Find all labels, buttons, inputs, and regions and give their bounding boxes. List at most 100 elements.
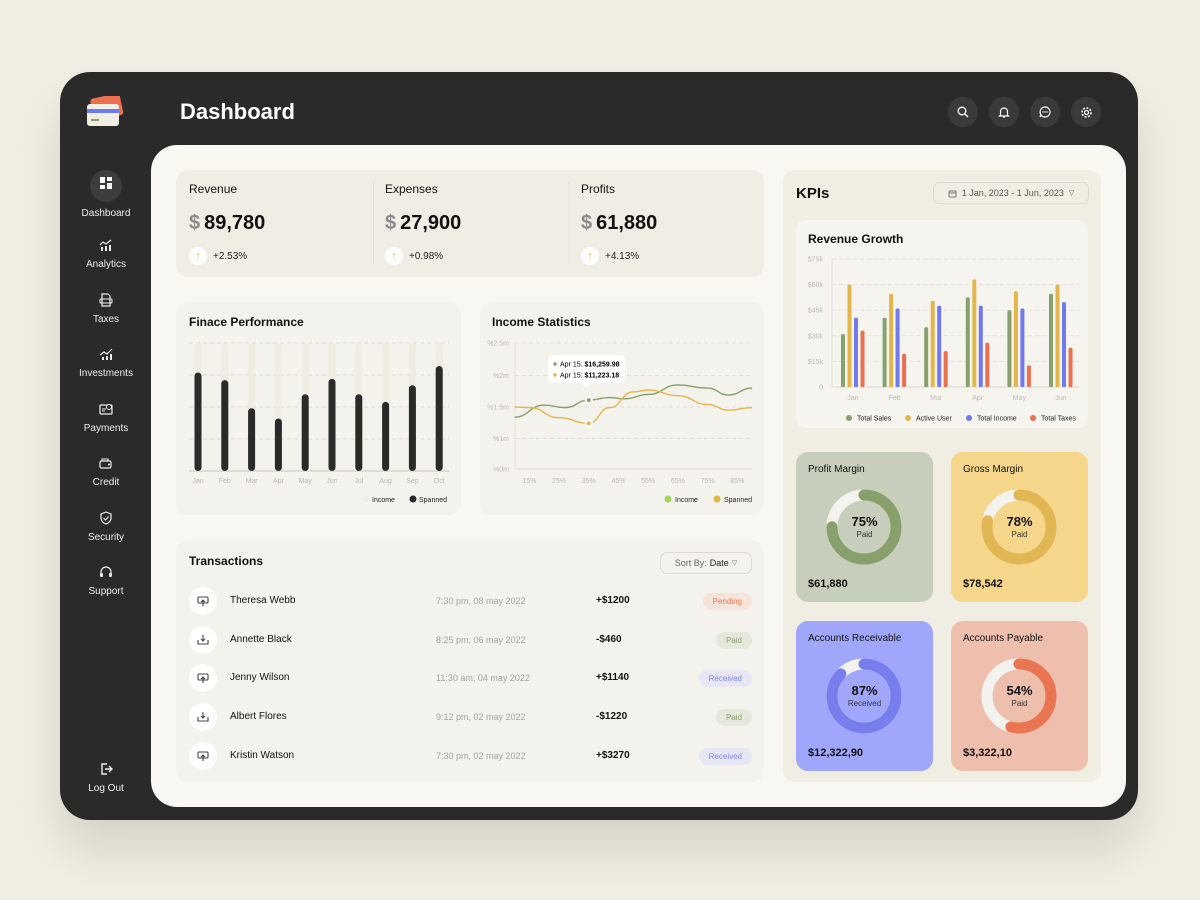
revenue-growth-title: Revenue Growth <box>808 232 904 246</box>
stat-value: $61,880 <box>581 212 657 235</box>
revenue-growth-card: Revenue Growth <box>796 220 1088 428</box>
logout-label: Log Out <box>88 783 124 794</box>
transaction-amount: -$460 <box>596 633 622 645</box>
status-badge: Received <box>698 670 752 688</box>
currency-symbol: $ <box>385 212 397 234</box>
spanned-bar <box>194 372 202 471</box>
income-statistics-title: Income Statistics <box>492 315 591 329</box>
spanned-bar <box>274 418 282 471</box>
kpi-card-title: Gross Margin <box>963 464 1024 475</box>
messages-button[interactable] <box>1030 97 1060 127</box>
chevron-down-icon: ▽ <box>1068 190 1075 197</box>
legend-income: Income <box>372 497 395 504</box>
kpi-card-title: Profit Margin <box>808 464 865 475</box>
search-button[interactable] <box>948 97 978 127</box>
legend-spanned: Spanned <box>419 497 447 504</box>
sidebar-item-label: Security <box>87 531 125 543</box>
sidebar-item-security[interactable]: Security <box>60 510 152 543</box>
transaction-row[interactable]: Annette Black 8:25 pm, 06 may 2022 -$460 Pa… <box>189 625 752 656</box>
x-tick-label: Jul <box>354 478 363 485</box>
x-tick-label: Apr <box>972 395 984 402</box>
transaction-icon-button <box>189 625 217 654</box>
donut-progress <box>826 489 902 565</box>
spanned-bar <box>382 401 390 471</box>
sidebar-item-credit[interactable]: Credit <box>60 456 152 488</box>
kpi-card-accounts-receivable[interactable]: Accounts Receivable 87% Received $12,322,90 <box>796 621 933 771</box>
legend-dot-income <box>362 495 370 503</box>
status-badge: Pending <box>702 593 752 610</box>
sort-dropdown[interactable]: Sort By: Date ▽ <box>660 552 752 574</box>
transaction-icon-button <box>189 587 217 615</box>
transaction-name: Albert Flores <box>230 711 287 723</box>
tooltip-dot <box>553 362 557 366</box>
taxes-icon <box>99 292 113 307</box>
spanned-bar <box>221 380 229 471</box>
stat-change: +2.53% <box>213 251 248 262</box>
transaction-row[interactable]: Kristin Watson 7:30 pm, 02 may 2022 +$3270… <box>189 741 752 772</box>
x-tick-label: May <box>299 478 313 485</box>
stat-amount: 27,900 <box>400 212 462 234</box>
transaction-row[interactable]: Albert Flores 9:12 pm, 02 may 2022 -$1220 P… <box>189 703 752 733</box>
donut-progress <box>981 489 1057 565</box>
settings-button[interactable] <box>1071 97 1101 127</box>
notifications-button[interactable] <box>989 97 1019 127</box>
x-tick-label: Apr <box>273 478 285 485</box>
kpi-value: $12,322,90 <box>808 747 864 759</box>
legend-dot-spanned <box>409 495 417 503</box>
x-tick-label: 75% <box>701 478 715 485</box>
date-range-picker[interactable]: 1 Jan, 2023 - 1 Jun, 2023 ▽ <box>933 182 1089 204</box>
transaction-name: Kristin Watson <box>230 749 295 761</box>
kpi-card-profit-margin[interactable]: Profit Margin 75% Paid $61,880 <box>796 452 933 602</box>
shield-icon <box>100 510 112 525</box>
stat-label: Profits <box>581 182 616 196</box>
arrow-up-icon: ↑ <box>385 247 403 265</box>
kpi-percent: 54% <box>1006 683 1033 698</box>
stat-amount: 89,780 <box>204 212 266 234</box>
sidebar-item-label: Analytics <box>85 259 126 270</box>
kpi-card-accounts-payable[interactable]: Accounts Payable 54% Paid $3,322,10 <box>951 621 1088 771</box>
point-marker-dot <box>586 421 591 426</box>
transaction-icon-button <box>189 664 217 693</box>
calendar-icon <box>948 190 957 197</box>
investments-icon <box>99 348 113 360</box>
bar-total-taxes <box>1026 365 1031 387</box>
bar-active-user <box>930 300 935 387</box>
analytics-icon <box>99 239 112 251</box>
bar-total-taxes <box>902 353 907 387</box>
sidebar-item-taxes[interactable]: Taxes <box>60 292 152 325</box>
kpi-sub-label: Paid <box>856 530 873 539</box>
sidebar-item-analytics[interactable]: Analytics <box>60 238 152 270</box>
transaction-icon-button <box>189 741 217 770</box>
kpi-value: $3,322,10 <box>963 747 1012 759</box>
bar-active-user <box>972 279 977 387</box>
legend-dot <box>846 415 852 421</box>
transaction-name: Theresa Webb <box>230 595 296 606</box>
date-range-value: 1 Jan, 2023 - 1 Jun, 2023 <box>961 188 1064 198</box>
kpi-card-gross-margin[interactable]: Gross Margin 78% Paid $78,542 <box>951 452 1088 602</box>
transaction-row[interactable]: Jenny Wilson 11:30 am, 04 may 2022 +$1140 R… <box>189 664 752 694</box>
sidebar-item-label: Payments <box>83 422 129 434</box>
sidebar-item-payments[interactable]: Payments <box>60 402 152 434</box>
bar-total-income <box>854 317 858 387</box>
x-tick-label: May <box>1013 395 1027 402</box>
spanned-bar <box>408 385 416 471</box>
sidebar-item-support[interactable]: Support <box>60 565 152 597</box>
sidebar-item-dashboard[interactable]: Dashboard <box>60 170 152 219</box>
y-tick-label: %2.5m <box>487 341 509 348</box>
transaction-row[interactable]: Theresa Webb 7:30 pm, 08 may 2022 +$1200 Pe… <box>189 587 752 617</box>
transaction-amount: +$3270 <box>596 749 630 761</box>
x-tick-label: Aug <box>379 478 392 485</box>
arrow-up-icon: ↑ <box>581 247 599 265</box>
sidebar-item-label: Dashboard <box>81 208 131 219</box>
spanned-bar <box>248 408 256 471</box>
chat-icon <box>1039 106 1051 118</box>
y-tick-label: %1m <box>493 436 509 443</box>
logout-button[interactable]: Log Out <box>60 762 152 794</box>
sidebar-item-investments[interactable]: Investments <box>60 347 152 379</box>
legend-income: Income <box>675 497 698 504</box>
y-tick-label: $30k <box>808 333 824 340</box>
stat-change: +0.98% <box>409 251 444 262</box>
chevron-down-icon: ▽ <box>731 560 738 567</box>
bar-total-income <box>1062 302 1066 387</box>
kpi-percent: 87% <box>851 683 878 698</box>
